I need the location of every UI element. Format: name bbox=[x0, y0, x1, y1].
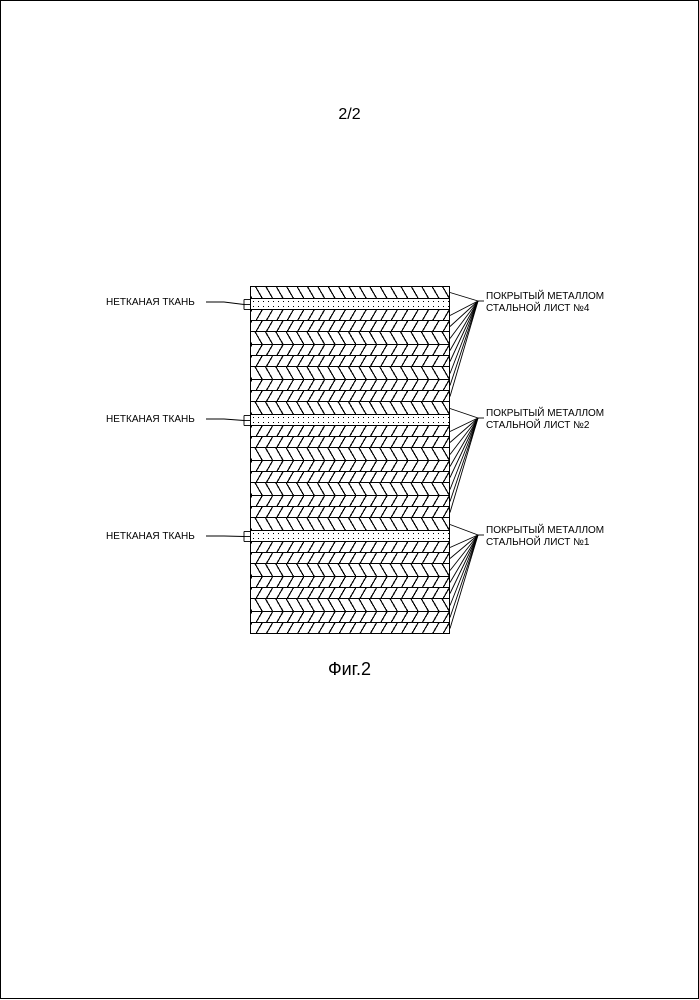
label-line: ПОКРЫТЫЙ МЕТАЛЛОМ bbox=[486, 408, 604, 420]
layer-hatch_l bbox=[250, 553, 450, 564]
layer-hatch_l bbox=[250, 612, 450, 623]
layer-dots bbox=[250, 531, 450, 542]
layer-hatch_l bbox=[250, 496, 450, 507]
layer-hatch_l bbox=[250, 623, 450, 634]
layer-hatch_l bbox=[250, 345, 450, 356]
page-number: 2/2 bbox=[1, 106, 698, 124]
layer-stack bbox=[250, 286, 450, 634]
layer-hatch_r bbox=[250, 448, 450, 461]
label-steel-sheet: ПОКРЫТЫЙ МЕТАЛЛОМСТАЛЬНОЙ ЛИСТ №1 bbox=[486, 525, 604, 549]
layer-hatch_r bbox=[250, 564, 450, 577]
layer-hatch_l bbox=[250, 321, 450, 332]
label-line: СТАЛЬНОЙ ЛИСТ №2 bbox=[486, 420, 604, 432]
page-frame: 2/2 НЕТКАНАЯ ТКАНЬ НЕТКАНАЯ ТКАНЬ НЕТКАНАЯ… bbox=[0, 0, 699, 999]
layer-hatch_l bbox=[250, 461, 450, 472]
layer-hatch_r bbox=[250, 286, 450, 299]
label-nonwoven: НЕТКАНАЯ ТКАНЬ bbox=[106, 414, 195, 426]
label-steel-sheet: ПОКРЫТЫЙ МЕТАЛЛОМСТАЛЬНОЙ ЛИСТ №2 bbox=[486, 408, 604, 432]
label-steel-sheet: ПОКРЫТЫЙ МЕТАЛЛОМСТАЛЬНОЙ ЛИСТ №4 bbox=[486, 291, 604, 315]
layer-hatch_r bbox=[250, 367, 450, 380]
layer-dots bbox=[250, 299, 450, 310]
layer-hatch_r bbox=[250, 518, 450, 531]
layer-hatch_l bbox=[250, 472, 450, 483]
label-line: ПОКРЫТЫЙ МЕТАЛЛОМ bbox=[486, 291, 604, 303]
layer-hatch_l bbox=[250, 577, 450, 588]
label-nonwoven: НЕТКАНАЯ ТКАНЬ bbox=[106, 297, 195, 309]
layer-hatch_l bbox=[250, 437, 450, 448]
layer-hatch_r bbox=[250, 332, 450, 345]
layer-hatch_l bbox=[250, 426, 450, 437]
figure-label: Фиг.2 bbox=[1, 659, 698, 680]
layer-dots bbox=[250, 415, 450, 426]
layer-hatch_l bbox=[250, 310, 450, 321]
layer-hatch_r bbox=[250, 599, 450, 612]
layer-hatch_l bbox=[250, 507, 450, 518]
layer-hatch_l bbox=[250, 380, 450, 391]
layer-hatch_l bbox=[250, 588, 450, 599]
layer-hatch_l bbox=[250, 356, 450, 367]
label-nonwoven: НЕТКАНАЯ ТКАНЬ bbox=[106, 531, 195, 543]
label-line: СТАЛЬНОЙ ЛИСТ №4 bbox=[486, 303, 604, 315]
layer-hatch_r bbox=[250, 483, 450, 496]
label-line: ПОКРЫТЫЙ МЕТАЛЛОМ bbox=[486, 525, 604, 537]
label-line: СТАЛЬНОЙ ЛИСТ №1 bbox=[486, 537, 604, 549]
layer-hatch_l bbox=[250, 391, 450, 402]
layer-hatch_r bbox=[250, 402, 450, 415]
layer-hatch_l bbox=[250, 542, 450, 553]
